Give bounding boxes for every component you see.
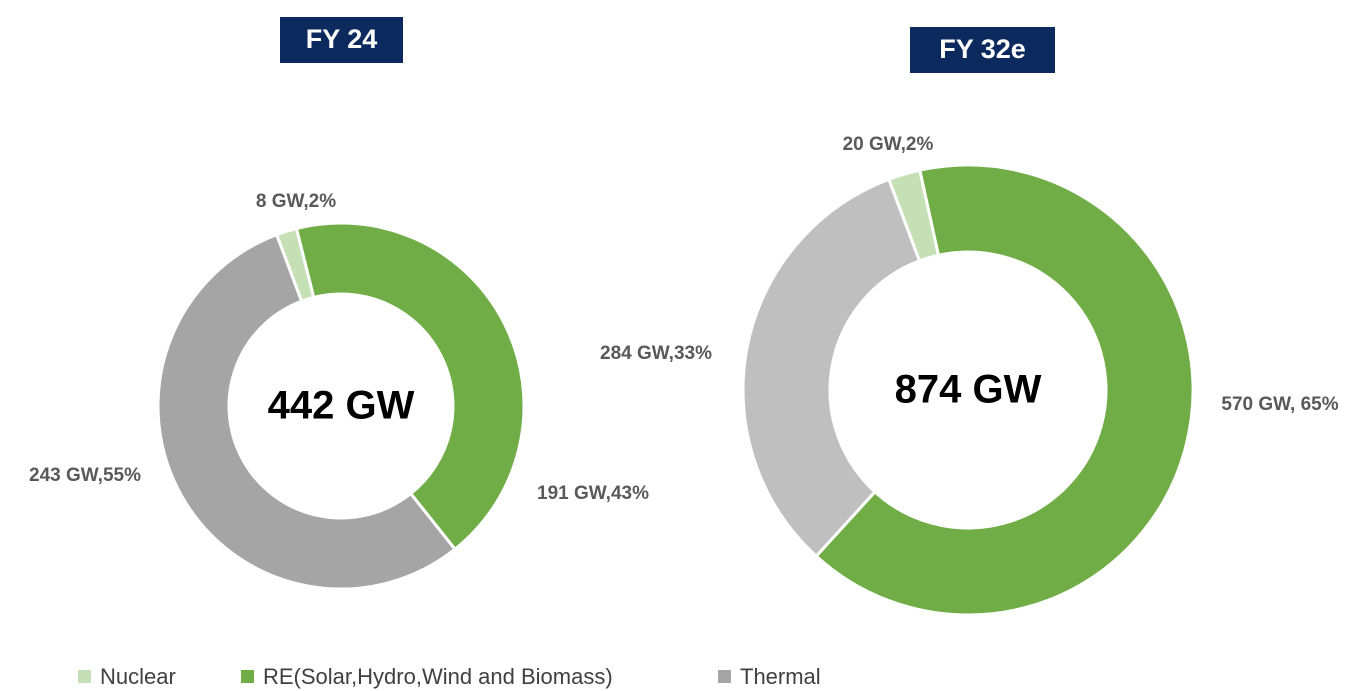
data-label: 191 GW,43% (537, 483, 649, 504)
title-box (280, 17, 403, 63)
donut-slice (156, 232, 458, 591)
data-label: 284 GW,33% (600, 343, 712, 364)
center-label: 442 GW (268, 384, 415, 428)
donut-slice (814, 163, 1195, 617)
center-label: 874 GW (895, 368, 1042, 412)
legend-swatch (241, 670, 254, 683)
title-box (910, 27, 1055, 73)
legend-label: Nuclear (100, 664, 176, 689)
chart-title: FY 24 (306, 24, 378, 54)
chart-title: FY 32e (939, 34, 1026, 64)
data-label: 8 GW,2% (256, 191, 336, 212)
data-label: 243 GW,55% (29, 465, 141, 486)
legend-swatch (718, 670, 731, 683)
legend-label: Thermal (740, 664, 821, 689)
data-label: 570 GW, 65% (1221, 394, 1338, 415)
donut-slice (741, 177, 922, 559)
data-label: 20 GW,2% (843, 134, 934, 155)
donut-slice (294, 221, 526, 552)
legend-label: RE(Solar,Hydro,Wind and Biomass) (263, 664, 613, 689)
legend-swatch (78, 670, 91, 683)
